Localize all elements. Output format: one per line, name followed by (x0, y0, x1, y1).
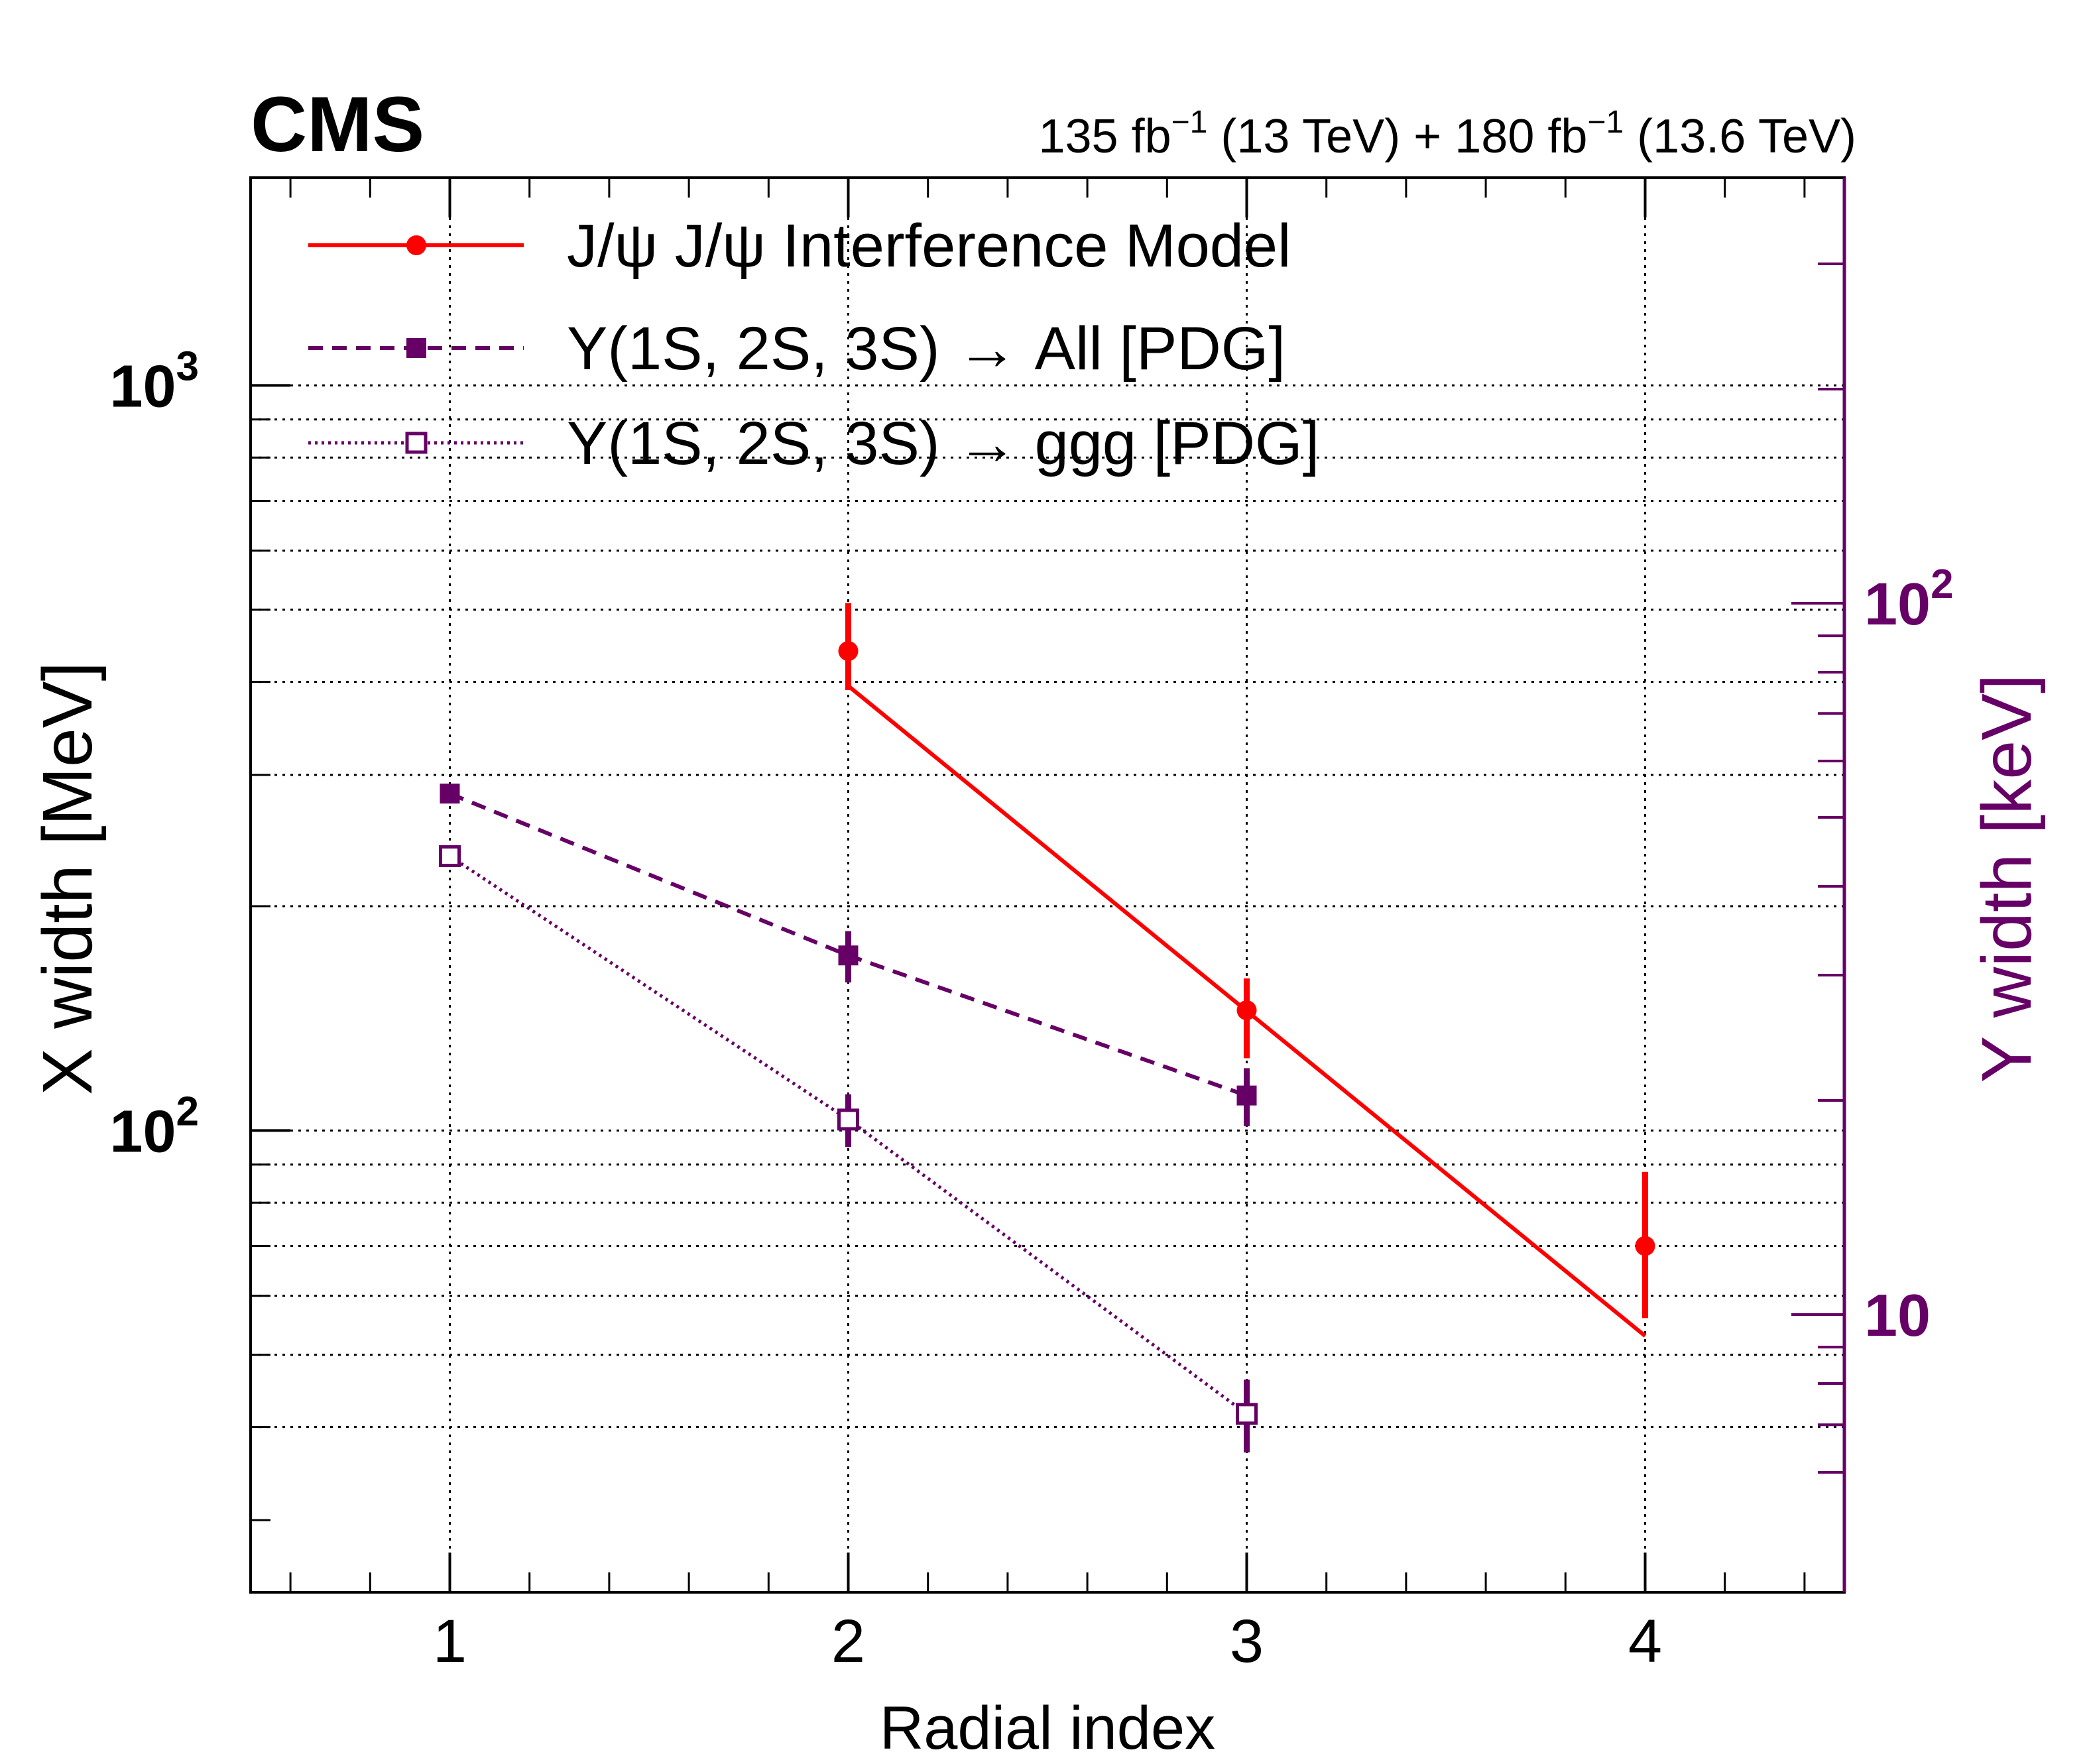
lumi-part-2: −1 (1171, 105, 1208, 140)
legend-label: Υ(1S, 2S, 3S) → ggg [PDG] (567, 410, 1319, 477)
tick-base: 10 (109, 353, 176, 420)
lumi-part-1: 135 fb (1038, 110, 1171, 163)
y-left-tick-label: 102 (109, 1088, 199, 1165)
tick-base: 10 (109, 1098, 176, 1165)
y-left-tick-label: 103 (109, 343, 199, 420)
data-point-marker (440, 784, 460, 804)
y-right-tick-label: 10 (1864, 1283, 1931, 1349)
data-point-marker (1236, 1085, 1257, 1106)
data-point-marker (837, 1108, 859, 1131)
data-point-marker (838, 641, 859, 662)
series-square-filled (440, 784, 1257, 1126)
lumi-part-5: (13.6 TeV) (1624, 110, 1856, 163)
tick-exponent: 2 (1931, 561, 1953, 607)
data-point-marker (406, 338, 426, 358)
lumi-part-4: −1 (1587, 105, 1624, 140)
tick-exponent: 2 (176, 1088, 199, 1134)
data-point-marker (1236, 1403, 1258, 1425)
y-right-tick-label: 102 (1864, 561, 1954, 638)
x-tick-label: 3 (1230, 1608, 1264, 1675)
x-tick-label: 4 (1628, 1608, 1662, 1675)
data-point-marker (1236, 1000, 1257, 1020)
legend-label: Υ(1S, 2S, 3S) → All [PDG] (567, 315, 1285, 382)
tick-base: 10 (1864, 571, 1931, 638)
data-point-marker (439, 845, 461, 868)
data-point-marker (838, 945, 859, 966)
tick-exponent: 3 (176, 343, 199, 389)
data-point-marker (405, 432, 428, 454)
y-axis-title-right: Υ width [keV] (1968, 674, 2046, 1083)
cms-label: CMS (251, 81, 424, 168)
series-square-open (439, 845, 1258, 1452)
grid (251, 178, 1844, 1592)
legend-label: J/ψ J/ψ Interference Model (567, 212, 1291, 280)
data-point-marker (406, 235, 426, 255)
x-tick-label: 1 (433, 1608, 467, 1675)
x-tick-label: 2 (831, 1608, 865, 1675)
legend: J/ψ J/ψ Interference Model Υ(1S, 2S, 3S) … (308, 212, 1319, 477)
series-circle (838, 603, 1655, 1338)
x-axis-title: Radial index (880, 1694, 1215, 1762)
data-point-marker (1635, 1236, 1655, 1256)
y-axis-title-left: X width [MeV] (29, 662, 107, 1095)
lumi-part-3: (13 TeV) + 180 fb (1207, 110, 1587, 163)
series-layer (439, 603, 1655, 1452)
luminosity-label: 135 fb−1 (13 TeV) + 180 fb−1 (13.6 TeV) (1038, 105, 1856, 163)
